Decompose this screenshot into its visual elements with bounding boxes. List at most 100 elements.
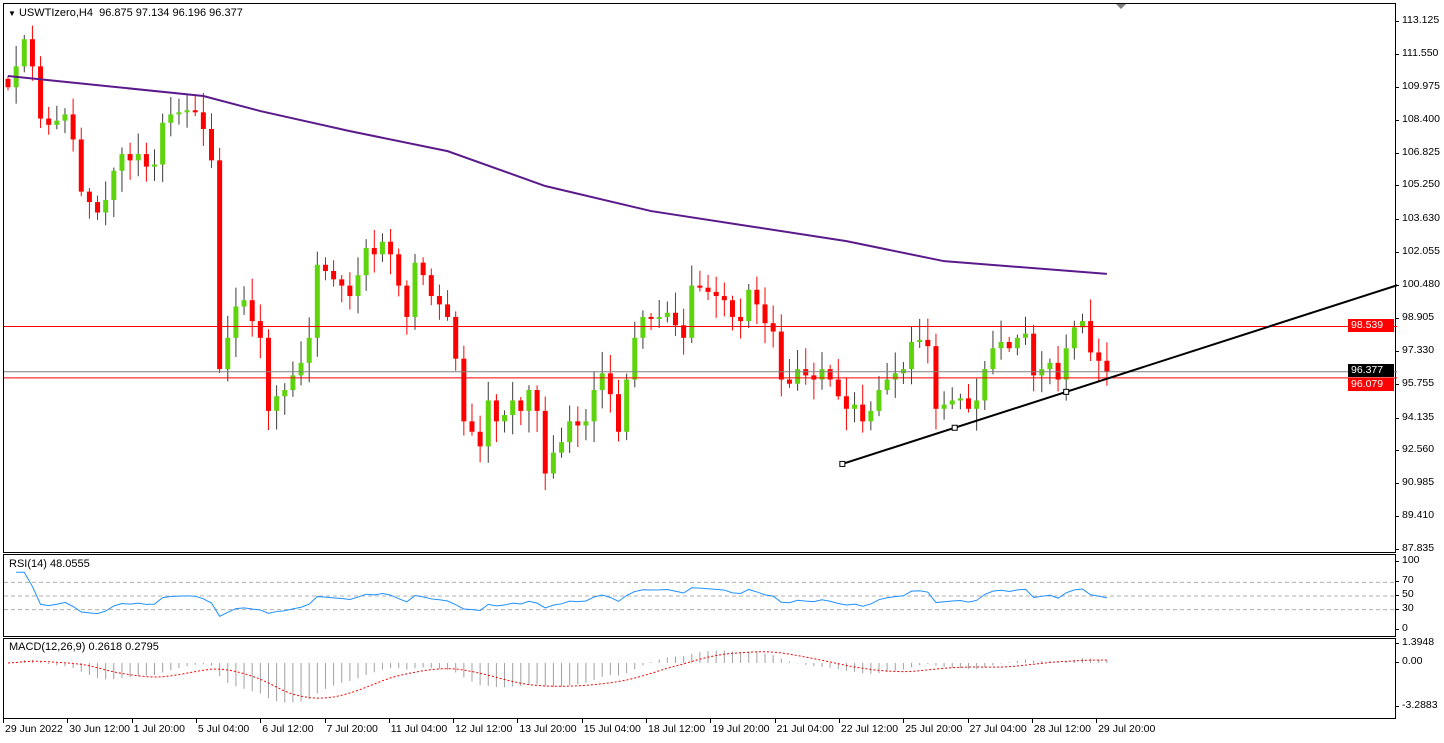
- bull-candle: [998, 341, 1004, 349]
- bear-candle: [265, 337, 271, 411]
- bull-candle: [876, 390, 882, 411]
- bull-candle: [54, 120, 60, 125]
- price-axis-label: 109.975: [1402, 79, 1440, 92]
- trendline: [842, 284, 1397, 465]
- time-axis-label: 13 Jul 20:00: [519, 723, 577, 735]
- bull-candle: [1023, 333, 1028, 338]
- bear-candle: [209, 129, 214, 161]
- bear-candle: [697, 285, 703, 288]
- bull-candle: [1079, 321, 1085, 328]
- price-chart-panel[interactable]: ▼ USWTIzero,H4 96.875 97.134 96.196 96.3…: [3, 3, 1397, 554]
- bear-candle: [493, 400, 499, 422]
- trendline-anchor-handle[interactable]: [839, 460, 846, 467]
- trendline-anchor-handle[interactable]: [951, 424, 958, 431]
- bear-candle: [534, 390, 540, 411]
- bear-candle: [713, 291, 719, 297]
- bull-candle: [510, 400, 516, 416]
- bull-candle: [1039, 369, 1045, 376]
- bear-candle: [542, 410, 548, 474]
- bull-candle: [135, 154, 141, 161]
- collapse-arrow-icon[interactable]: ▼: [8, 9, 16, 18]
- bull-candle: [225, 337, 231, 370]
- symbol-label: USWTIzero,H4: [18, 7, 93, 19]
- time-axis-label: 11 Jul 04:00: [390, 723, 448, 735]
- bear-candle: [388, 241, 394, 255]
- bear-candle: [966, 398, 972, 409]
- axis-tick: [646, 719, 647, 723]
- bull-candle: [599, 373, 605, 391]
- candlestick-chart[interactable]: [4, 4, 1397, 554]
- price-level-tag: 96.377: [1348, 364, 1394, 378]
- bear-candle: [86, 191, 92, 203]
- macd-panel[interactable]: MACD(12,26,9) 0.2618 0.2795: [3, 638, 1396, 719]
- time-axis-label: 30 Jun 12:00: [69, 723, 131, 735]
- axis-tick: [1396, 383, 1399, 385]
- bull-candle: [892, 373, 898, 380]
- rsi-panel[interactable]: RSI(14) 48.0555: [3, 554, 1397, 637]
- bull-candle: [62, 114, 68, 121]
- price-axis-label: 105.250: [1402, 178, 1440, 191]
- bear-candle: [681, 325, 687, 338]
- bear-candle: [453, 316, 459, 359]
- trendline-anchor-handle[interactable]: [1063, 388, 1070, 395]
- bull-candle: [1047, 362, 1053, 370]
- axis-tick: [67, 719, 69, 723]
- bull-candle: [852, 404, 858, 409]
- axis-tick: [581, 719, 583, 723]
- rsi-label: RSI(14) 48.0555: [9, 558, 90, 570]
- bull-candle: [664, 312, 670, 317]
- bear-candle: [396, 254, 402, 286]
- time-axis-label: 29 Jun 2022: [5, 723, 63, 735]
- bear-candle: [445, 304, 451, 317]
- bull-candle: [379, 241, 385, 255]
- time-axis-label: 12 Jul 12:00: [455, 723, 513, 735]
- bear-candle: [217, 160, 223, 370]
- macd-axis-label: -3.2883: [1402, 699, 1438, 712]
- bull-candle: [1063, 348, 1069, 380]
- bear-candle: [371, 248, 377, 255]
- bear-candle: [477, 431, 483, 447]
- bear-candle: [1096, 352, 1102, 361]
- bear-candle: [5, 78, 11, 88]
- time-axis-label: 22 Jul 12:00: [840, 723, 899, 735]
- axis-tick: [838, 719, 840, 723]
- bull-candle: [184, 110, 190, 113]
- bull-candle: [111, 170, 117, 201]
- price-axis-label: 95.755: [1402, 376, 1435, 389]
- axis-tick: [1396, 450, 1399, 452]
- macd-chart: [7, 650, 1108, 703]
- bear-candle: [249, 300, 255, 322]
- price-axis-label: 103.630: [1402, 212, 1440, 225]
- bear-candle: [461, 358, 467, 422]
- bear-candle: [738, 316, 744, 322]
- bear-candle: [1104, 360, 1110, 372]
- bull-candle: [640, 316, 646, 338]
- time-axis-label: 29 Jul 20:00: [1098, 723, 1156, 735]
- axis-tick: [1396, 706, 1399, 708]
- time-axis-label: 19 Jul 20:00: [712, 723, 770, 735]
- bull-candle: [974, 400, 980, 409]
- bear-candle: [339, 279, 345, 286]
- rsi-axis-label: 0: [1402, 622, 1408, 634]
- bear-candle: [200, 112, 206, 130]
- axis-tick: [1396, 608, 1399, 610]
- price-axis-label: 90.985: [1402, 476, 1435, 489]
- bull-candle: [526, 390, 532, 411]
- bull-candle: [559, 442, 565, 453]
- shift-marker-icon[interactable]: [1116, 4, 1126, 9]
- price-axis-label: 94.135: [1402, 410, 1435, 423]
- price-axis-label: 111.550: [1402, 46, 1439, 59]
- time-axis-label: 15 Jul 04:00: [583, 723, 641, 735]
- axis-tick: [517, 719, 519, 723]
- time-axis-label: 28 Jul 12:00: [1033, 723, 1092, 735]
- bear-candle: [616, 394, 621, 432]
- axis-tick: [1396, 185, 1399, 187]
- bear-candle: [1088, 321, 1094, 353]
- time-axis-label: 21 Jul 04:00: [776, 723, 834, 735]
- bear-candle: [331, 270, 337, 280]
- bear-candle: [428, 275, 434, 297]
- bull-candle: [282, 390, 288, 397]
- bull-candle: [290, 375, 296, 391]
- price-axis-label: 92.560: [1402, 443, 1435, 456]
- bear-candle: [770, 323, 776, 332]
